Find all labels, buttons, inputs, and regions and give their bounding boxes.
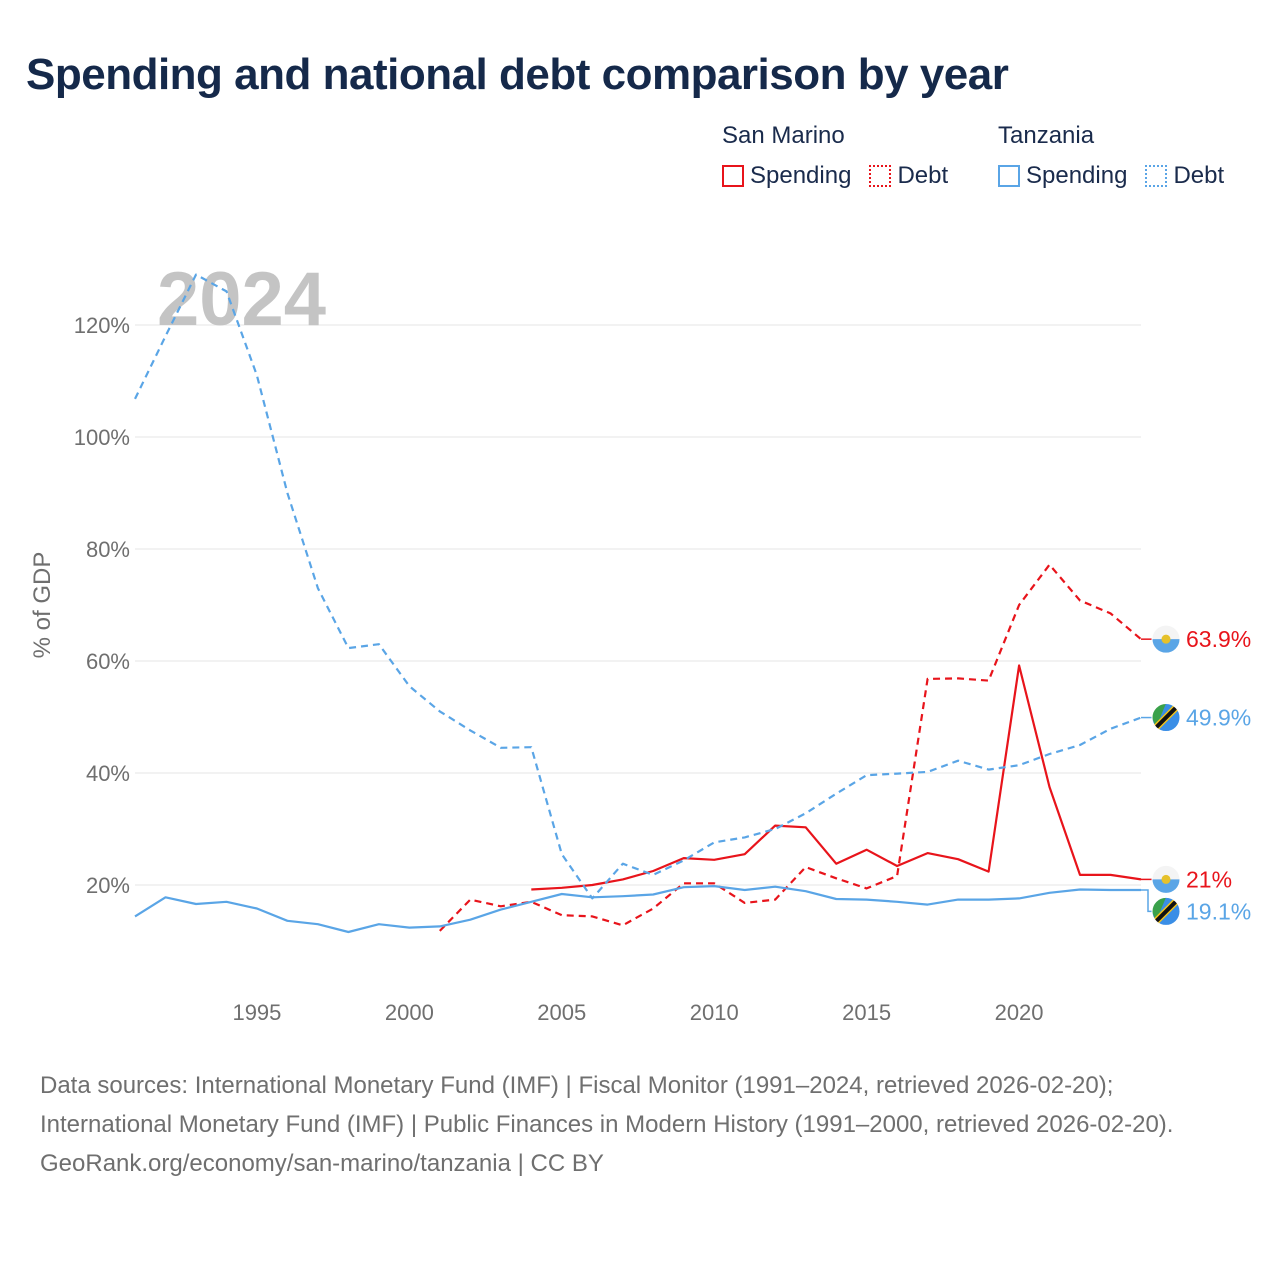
gridlines xyxy=(135,324,1141,886)
legend-label: Spending xyxy=(750,162,852,189)
series-line-tanzania-spending[interactable] xyxy=(134,884,1141,934)
legend-item-tanzania-spending[interactable]: Spending xyxy=(998,162,1127,190)
legend-country-san-marino: San Marino xyxy=(722,122,845,149)
flag-marker-emblem xyxy=(1161,874,1171,884)
y-axis-ticks: 20% 40% 60% 80% 100% 120% xyxy=(74,313,130,898)
series-line-san-marino-debt[interactable] xyxy=(439,563,1142,932)
line-chart: 2024 20% 40% 60% 80% 100% 120% 1995 2000 2005 20… xyxy=(29,257,1251,1025)
legend-swatch-solid-red xyxy=(722,165,744,187)
y-tick-label: 40% xyxy=(86,761,130,786)
y-tick-label: 120% xyxy=(74,313,130,338)
legend-tanzania: Tanzania Spending Debt xyxy=(998,122,1224,190)
y-tick-label: 80% xyxy=(86,537,130,562)
footer: Data sources: International Monetary Fun… xyxy=(40,1066,1240,1183)
end-markers: 21% 63.9% 19.1% 49.9% xyxy=(1141,624,1251,926)
legend-item-san-marino-spending[interactable]: Spending xyxy=(722,162,851,190)
x-tick-label: 2015 xyxy=(842,1000,891,1025)
x-tick-label: 2010 xyxy=(690,1000,739,1025)
legend-swatch-solid-blue xyxy=(998,165,1020,187)
x-axis-ticks: 1995 2000 2005 2010 2015 2020 xyxy=(232,1000,1043,1025)
flag-marker-ring xyxy=(1151,703,1181,733)
legend-swatch-dotted-red xyxy=(869,165,892,187)
flag-marker-ring xyxy=(1151,864,1181,894)
x-tick-label: 1995 xyxy=(232,1000,281,1025)
legend-item-tanzania-debt[interactable]: Debt xyxy=(1145,162,1224,190)
attribution: GeoRank.org/economy/san-marino/tanzania … xyxy=(40,1150,604,1177)
flag-marker-band-inner xyxy=(1154,706,1178,729)
y-tick-label: 100% xyxy=(74,425,130,450)
y-axis-label: % of GDP xyxy=(29,552,56,659)
legend-label: Spending xyxy=(1026,162,1128,189)
legend-san-marino: San Marino Spending Debt xyxy=(722,122,948,190)
series-line-san-marino-spending[interactable] xyxy=(531,664,1142,891)
year-watermark: 2024 xyxy=(157,257,326,342)
flag-marker-emblem xyxy=(1161,634,1171,644)
flag-marker-green xyxy=(1152,897,1166,922)
flag-marker-green xyxy=(1152,703,1166,728)
legend-country-tanzania: Tanzania xyxy=(998,122,1095,149)
x-tick-label: 2000 xyxy=(385,1000,434,1025)
flag-marker-ring xyxy=(1151,896,1181,926)
end-value-label: 49.9% xyxy=(1186,705,1251,731)
flag-marker-top xyxy=(1152,625,1181,640)
chart-title: Spending and national debt comparison by… xyxy=(26,50,1009,99)
end-value-label: 63.9% xyxy=(1186,626,1251,652)
legend-swatch-dotted-blue xyxy=(1145,165,1168,187)
x-tick-label: 2005 xyxy=(537,1000,586,1025)
legend-item-san-marino-debt[interactable]: Debt xyxy=(869,162,948,190)
y-tick-label: 20% xyxy=(86,873,130,898)
flag-marker-ring xyxy=(1151,624,1181,654)
series-lines xyxy=(134,273,1142,934)
series-line-tanzania-debt[interactable] xyxy=(134,273,1142,900)
flag-marker-band-inner xyxy=(1154,899,1178,923)
legend-label: Debt xyxy=(897,162,949,189)
chart-area: 2024 20% 40% 60% 80% 100% 120% 1995 2000 2005 20… xyxy=(0,230,1280,1050)
end-connector xyxy=(1141,889,1152,913)
y-tick-label: 60% xyxy=(86,649,130,674)
flag-marker-top xyxy=(1152,865,1181,880)
data-sources: Data sources: International Monetary Fun… xyxy=(40,1072,1174,1138)
x-tick-label: 2020 xyxy=(995,1000,1044,1025)
end-value-label: 19.1% xyxy=(1186,898,1251,924)
end-value-label: 21% xyxy=(1186,866,1232,892)
legend-label: Debt xyxy=(1173,162,1225,189)
